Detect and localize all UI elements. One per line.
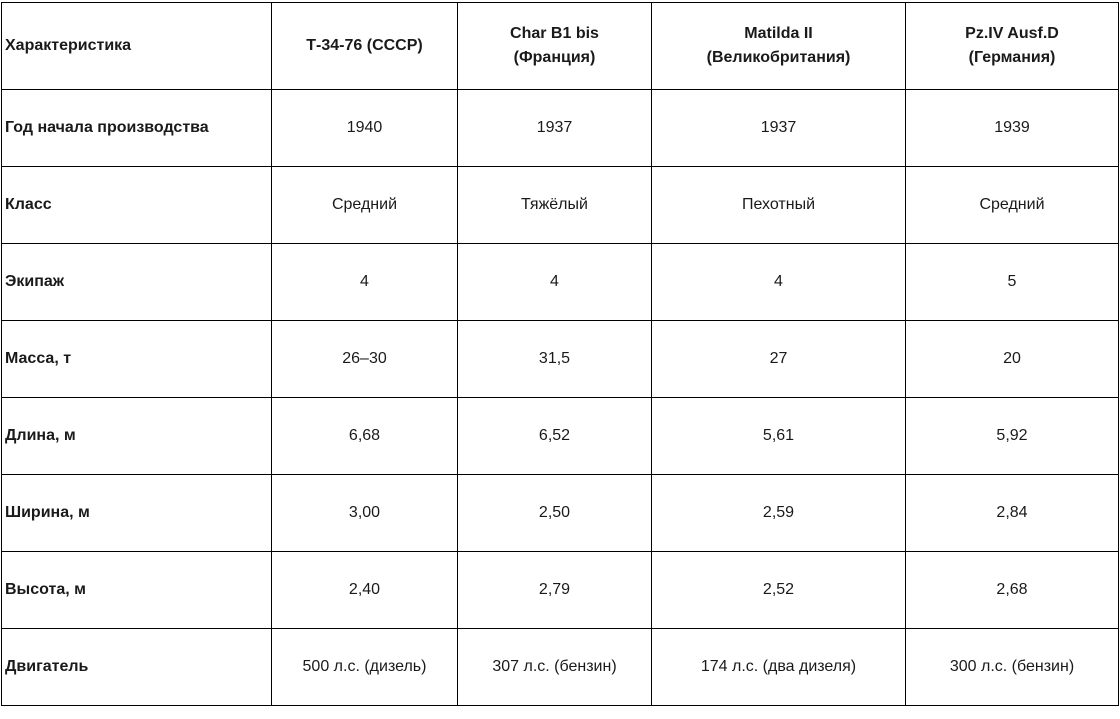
row-label: Длина, м — [1, 397, 272, 475]
table-row-length: Длина, м 6,68 6,52 5,61 5,92 — [1, 397, 1119, 475]
table-row-engine: Двигатель 500 л.с. (дизель) 307 л.с. (бе… — [1, 628, 1119, 706]
row-label: Масса, т — [1, 320, 272, 398]
data-cell: 1937 — [457, 89, 652, 167]
data-cell: 2,59 — [651, 474, 906, 552]
table-row-width: Ширина, м 3,00 2,50 2,59 2,84 — [1, 474, 1119, 552]
data-cell: 3,00 — [271, 474, 458, 552]
row-label: Класс — [1, 166, 272, 244]
data-cell: 4 — [457, 243, 652, 321]
data-cell: 2,79 — [457, 551, 652, 629]
data-cell: 500 л.с. (дизель) — [271, 628, 458, 706]
table-row-mass: Масса, т 26–30 31,5 27 20 — [1, 320, 1119, 398]
data-cell: 1939 — [905, 89, 1119, 167]
data-cell: 4 — [271, 243, 458, 321]
tank-comparison-table: Характеристика Т-34-76 (СССР) Char B1 bi… — [1, 2, 1119, 706]
data-cell: 2,52 — [651, 551, 906, 629]
data-cell: 300 л.с. (бензин) — [905, 628, 1119, 706]
data-cell: 5,92 — [905, 397, 1119, 475]
data-cell: 1940 — [271, 89, 458, 167]
table-body: Год начала производства 1940 1937 1937 1… — [1, 89, 1119, 706]
table-header: Характеристика Т-34-76 (СССР) Char B1 bi… — [1, 2, 1119, 90]
header-pziv: Pz.IV Ausf.D (Германия) — [905, 2, 1119, 90]
row-label: Год начала производства — [1, 89, 272, 167]
data-cell: 2,84 — [905, 474, 1119, 552]
data-cell: 6,52 — [457, 397, 652, 475]
table-row-class: Класс Средний Тяжёлый Пехотный Средний — [1, 166, 1119, 244]
data-cell: Тяжёлый — [457, 166, 652, 244]
data-cell: 31,5 — [457, 320, 652, 398]
header-characteristic: Характеристика — [1, 2, 272, 90]
row-label: Высота, м — [1, 551, 272, 629]
data-cell: Средний — [905, 166, 1119, 244]
data-cell: Пехотный — [651, 166, 906, 244]
row-label: Двигатель — [1, 628, 272, 706]
data-cell: 2,50 — [457, 474, 652, 552]
data-cell: 27 — [651, 320, 906, 398]
table-row-crew: Экипаж 4 4 4 5 — [1, 243, 1119, 321]
header-matilda: Matilda II (Великобритания) — [651, 2, 906, 90]
data-cell: 4 — [651, 243, 906, 321]
data-cell: Средний — [271, 166, 458, 244]
data-cell: 2,40 — [271, 551, 458, 629]
data-cell: 5 — [905, 243, 1119, 321]
header-t34: Т-34-76 (СССР) — [271, 2, 458, 90]
table-row-height: Высота, м 2,40 2,79 2,52 2,68 — [1, 551, 1119, 629]
data-cell: 307 л.с. (бензин) — [457, 628, 652, 706]
data-cell: 6,68 — [271, 397, 458, 475]
data-cell: 26–30 — [271, 320, 458, 398]
data-cell: 174 л.с. (два дизеля) — [651, 628, 906, 706]
header-char-b1: Char B1 bis (Франция) — [457, 2, 652, 90]
data-cell: 5,61 — [651, 397, 906, 475]
data-cell: 1937 — [651, 89, 906, 167]
data-cell: 2,68 — [905, 551, 1119, 629]
row-label: Экипаж — [1, 243, 272, 321]
table-row-production-year: Год начала производства 1940 1937 1937 1… — [1, 89, 1119, 167]
data-cell: 20 — [905, 320, 1119, 398]
header-row: Характеристика Т-34-76 (СССР) Char B1 bi… — [1, 2, 1119, 90]
row-label: Ширина, м — [1, 474, 272, 552]
